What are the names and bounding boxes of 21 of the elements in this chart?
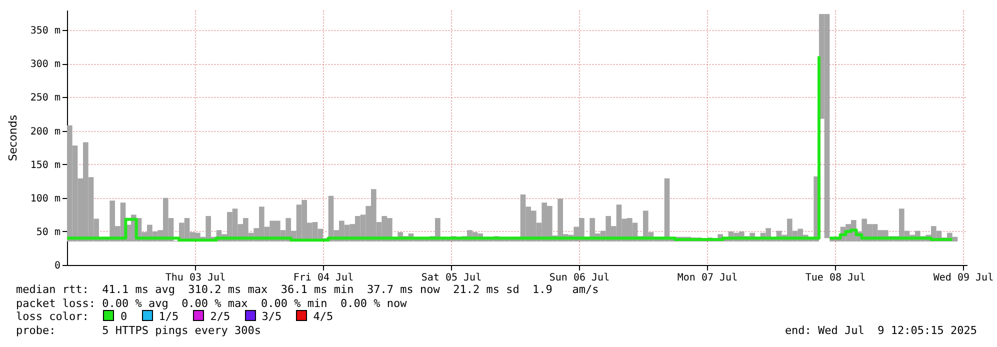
x-tick-label: Fri 04 Jul [293, 272, 354, 284]
y-tick-label: 300 m [30, 59, 60, 70]
y-tick-label: 0 [54, 260, 60, 272]
y-tick-label: 200 m [30, 126, 60, 138]
x-tick-label: Sun 06 Jul [549, 272, 610, 284]
x-tick-label: Sat 05 Jul [421, 272, 482, 284]
text: end: Wed Jul 9 12:05:15 2025 [784, 324, 977, 338]
y-axis-title: Seconds [6, 114, 20, 162]
y-tick-label: 150 m [30, 160, 60, 171]
x-tick-label: Wed 09 Jul [933, 272, 994, 284]
y-tick-label: 50 m [36, 226, 60, 238]
x-tick-label: Tue 08 Jul [805, 272, 866, 284]
x-tick-label: Thu 03 Jul [165, 272, 226, 284]
text: loss color: 0 1/5 2/5 3/5 4/5 [16, 310, 334, 324]
text: median rtt: 41.1 ms avg 310.2 ms max 36.1 ms min 37.7 ms now 21.2 ms sd 1.9 am/s [16, 283, 599, 296]
y-tick-label: 100 m [30, 193, 60, 204]
y-tick-label: 350 m [30, 26, 60, 37]
y-tick-label: 250 m [30, 92, 60, 104]
text: packet loss: 0.00 % avg 0.00 % max 0.00 % min 0.00 % now [16, 296, 407, 310]
x-tick-label: Mon 07 Jul [677, 272, 738, 284]
text: probe: 5 HTTPS pings every 300s [16, 324, 262, 337]
